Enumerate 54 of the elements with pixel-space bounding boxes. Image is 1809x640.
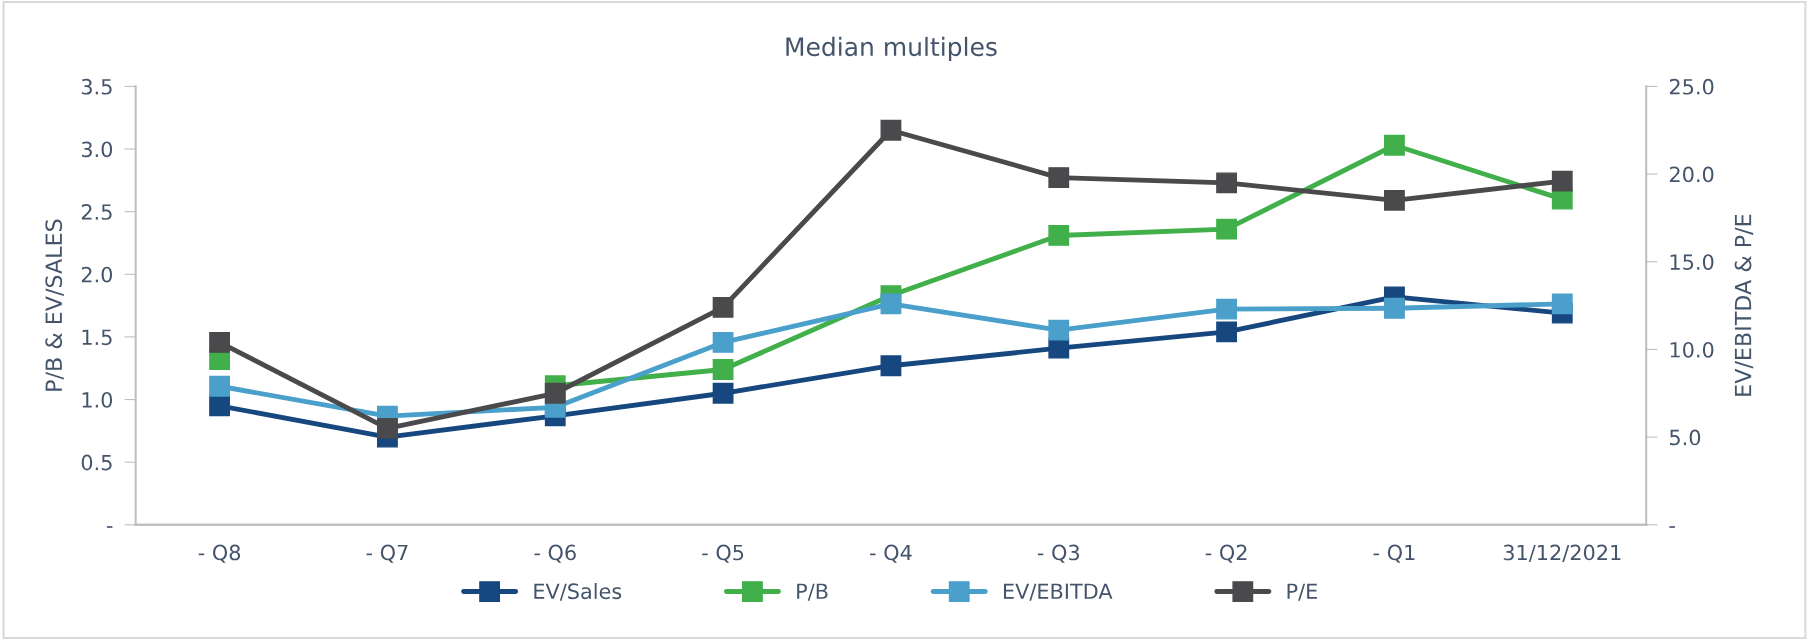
legend-label: P/B — [797, 583, 828, 601]
point — [209, 375, 231, 397]
point — [1048, 225, 1070, 246]
point — [1216, 298, 1238, 320]
point — [880, 355, 902, 377]
x-tick-label: - Q6 — [534, 544, 576, 563]
point — [544, 382, 566, 404]
legend-label: P/E — [1287, 583, 1317, 601]
x-tick-label: - Q2 — [1205, 544, 1247, 563]
point — [1048, 167, 1070, 189]
x-tick-label: - Q3 — [1037, 544, 1079, 563]
y2-tick-label: 20.0 — [1669, 166, 1714, 183]
y2-tick-label: 15.0 — [1670, 254, 1714, 270]
y-axis-title: P/B & EV/SALES — [45, 219, 64, 391]
x-tick-label: 31/12/2021 — [1503, 544, 1621, 563]
point — [209, 395, 231, 417]
point — [1384, 297, 1405, 319]
legend-label: EV/EBITDA — [1003, 583, 1113, 601]
y2-axis-title: EV/EBITDA & P/E — [1734, 214, 1754, 396]
y2-tick-label: 10.0 — [1670, 341, 1714, 358]
point — [1551, 293, 1573, 315]
point — [1048, 319, 1070, 341]
x-tick-label: - Q5 — [702, 544, 744, 563]
point — [712, 332, 734, 353]
x-tick-label: - Q7 — [366, 544, 408, 563]
point — [880, 293, 902, 315]
point — [1216, 172, 1238, 194]
y-tick-label: 2.5 — [81, 204, 112, 220]
point — [1216, 218, 1238, 240]
point — [1216, 321, 1238, 343]
legend-label: EV/Sales — [534, 583, 622, 601]
y-tick-label: - — [106, 526, 113, 528]
x-tick-label: - Q1 — [1373, 544, 1415, 563]
y-tick-label: 0.5 — [81, 454, 112, 471]
point — [1551, 170, 1573, 192]
point — [880, 119, 902, 141]
point — [209, 332, 231, 353]
point — [377, 417, 398, 439]
chart-title: Median multiples — [786, 36, 997, 62]
y2-tick-label: 25.0 — [1669, 78, 1714, 95]
y-tick-label: 3.0 — [81, 141, 113, 158]
point — [712, 359, 734, 380]
y-tick-label: 2.0 — [81, 266, 113, 283]
y-tick-label: 3.5 — [81, 78, 112, 95]
point — [712, 382, 734, 404]
x-tick-label: - Q8 — [198, 544, 241, 563]
y2-tick-label: 5.0 — [1670, 429, 1701, 446]
point — [1384, 134, 1405, 156]
point — [1384, 189, 1405, 211]
point — [712, 296, 734, 318]
y-tick-label: 1.5 — [82, 329, 112, 346]
y-tick-label: 1.0 — [82, 392, 113, 408]
x-tick-label: - Q4 — [870, 544, 912, 563]
y2-tick-label: - — [1669, 526, 1675, 528]
